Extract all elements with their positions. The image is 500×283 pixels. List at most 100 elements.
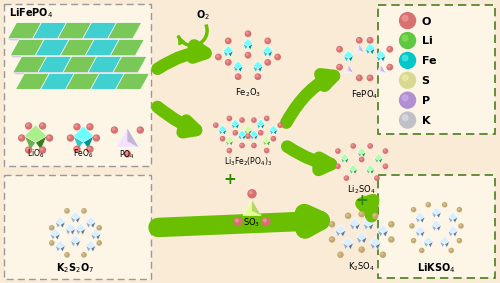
- Polygon shape: [223, 46, 234, 54]
- Polygon shape: [86, 217, 96, 225]
- Circle shape: [227, 116, 232, 121]
- Polygon shape: [108, 23, 142, 38]
- Circle shape: [339, 253, 340, 255]
- Text: Li: Li: [422, 37, 432, 46]
- Circle shape: [228, 149, 230, 151]
- Circle shape: [374, 214, 376, 216]
- Circle shape: [236, 74, 241, 80]
- Circle shape: [40, 124, 42, 126]
- Circle shape: [368, 76, 370, 78]
- Circle shape: [402, 75, 408, 81]
- Polygon shape: [244, 130, 248, 135]
- Polygon shape: [24, 136, 36, 150]
- Polygon shape: [55, 240, 66, 248]
- Polygon shape: [110, 40, 119, 55]
- Polygon shape: [136, 40, 144, 55]
- Circle shape: [26, 147, 32, 153]
- Circle shape: [236, 75, 238, 77]
- Polygon shape: [218, 125, 227, 132]
- Polygon shape: [86, 222, 90, 228]
- Circle shape: [88, 125, 90, 127]
- Polygon shape: [370, 48, 375, 55]
- Circle shape: [266, 117, 267, 119]
- Polygon shape: [58, 38, 86, 40]
- Polygon shape: [138, 56, 147, 72]
- Polygon shape: [344, 158, 349, 163]
- Polygon shape: [440, 236, 450, 244]
- Polygon shape: [262, 51, 268, 57]
- Circle shape: [65, 253, 69, 257]
- Polygon shape: [76, 240, 80, 247]
- Polygon shape: [250, 130, 258, 137]
- Polygon shape: [262, 140, 266, 146]
- Polygon shape: [365, 43, 375, 51]
- Circle shape: [40, 148, 42, 150]
- Polygon shape: [96, 234, 101, 240]
- Polygon shape: [36, 55, 63, 57]
- Circle shape: [124, 151, 130, 157]
- Text: K$_2$S$_2$O$_7$: K$_2$S$_2$O$_7$: [56, 261, 94, 275]
- Circle shape: [252, 144, 254, 145]
- Circle shape: [388, 48, 390, 50]
- Polygon shape: [230, 140, 234, 146]
- Polygon shape: [55, 245, 60, 252]
- Circle shape: [236, 219, 238, 222]
- Polygon shape: [65, 229, 70, 235]
- Polygon shape: [63, 56, 97, 72]
- Polygon shape: [16, 73, 50, 89]
- Polygon shape: [420, 217, 425, 223]
- Circle shape: [240, 144, 242, 145]
- Polygon shape: [342, 243, 348, 250]
- Polygon shape: [378, 158, 383, 163]
- Circle shape: [234, 131, 235, 133]
- Polygon shape: [243, 44, 248, 50]
- Polygon shape: [355, 223, 360, 230]
- Text: SO$_3$: SO$_3$: [244, 216, 260, 229]
- Circle shape: [227, 149, 232, 153]
- Circle shape: [276, 55, 278, 57]
- Circle shape: [278, 123, 282, 127]
- Polygon shape: [133, 23, 141, 38]
- Circle shape: [20, 136, 22, 138]
- Circle shape: [384, 164, 388, 168]
- Circle shape: [275, 54, 280, 60]
- Polygon shape: [374, 158, 378, 163]
- Polygon shape: [250, 134, 254, 140]
- Circle shape: [265, 38, 270, 44]
- Polygon shape: [70, 240, 76, 247]
- Circle shape: [50, 226, 52, 228]
- Circle shape: [240, 143, 244, 148]
- Circle shape: [40, 147, 46, 153]
- Circle shape: [226, 61, 228, 63]
- Circle shape: [112, 127, 117, 133]
- Circle shape: [50, 241, 54, 245]
- Circle shape: [381, 253, 383, 255]
- Polygon shape: [76, 223, 86, 231]
- Polygon shape: [269, 125, 278, 132]
- Polygon shape: [344, 50, 353, 59]
- Polygon shape: [236, 124, 240, 129]
- Polygon shape: [366, 169, 370, 174]
- Polygon shape: [88, 72, 116, 74]
- Polygon shape: [60, 55, 88, 57]
- Circle shape: [26, 148, 29, 150]
- Polygon shape: [113, 56, 147, 72]
- Polygon shape: [248, 44, 253, 50]
- Polygon shape: [80, 229, 86, 235]
- Circle shape: [98, 226, 100, 228]
- Circle shape: [346, 213, 350, 218]
- Polygon shape: [252, 200, 261, 216]
- Polygon shape: [36, 40, 44, 55]
- Circle shape: [138, 127, 143, 133]
- Circle shape: [400, 13, 415, 29]
- Polygon shape: [110, 40, 144, 55]
- Polygon shape: [381, 65, 386, 73]
- Polygon shape: [335, 224, 346, 233]
- Polygon shape: [269, 130, 274, 135]
- Polygon shape: [113, 72, 140, 74]
- Circle shape: [256, 75, 258, 77]
- Polygon shape: [378, 230, 383, 237]
- Circle shape: [402, 95, 408, 100]
- Polygon shape: [238, 130, 246, 137]
- Polygon shape: [415, 217, 420, 223]
